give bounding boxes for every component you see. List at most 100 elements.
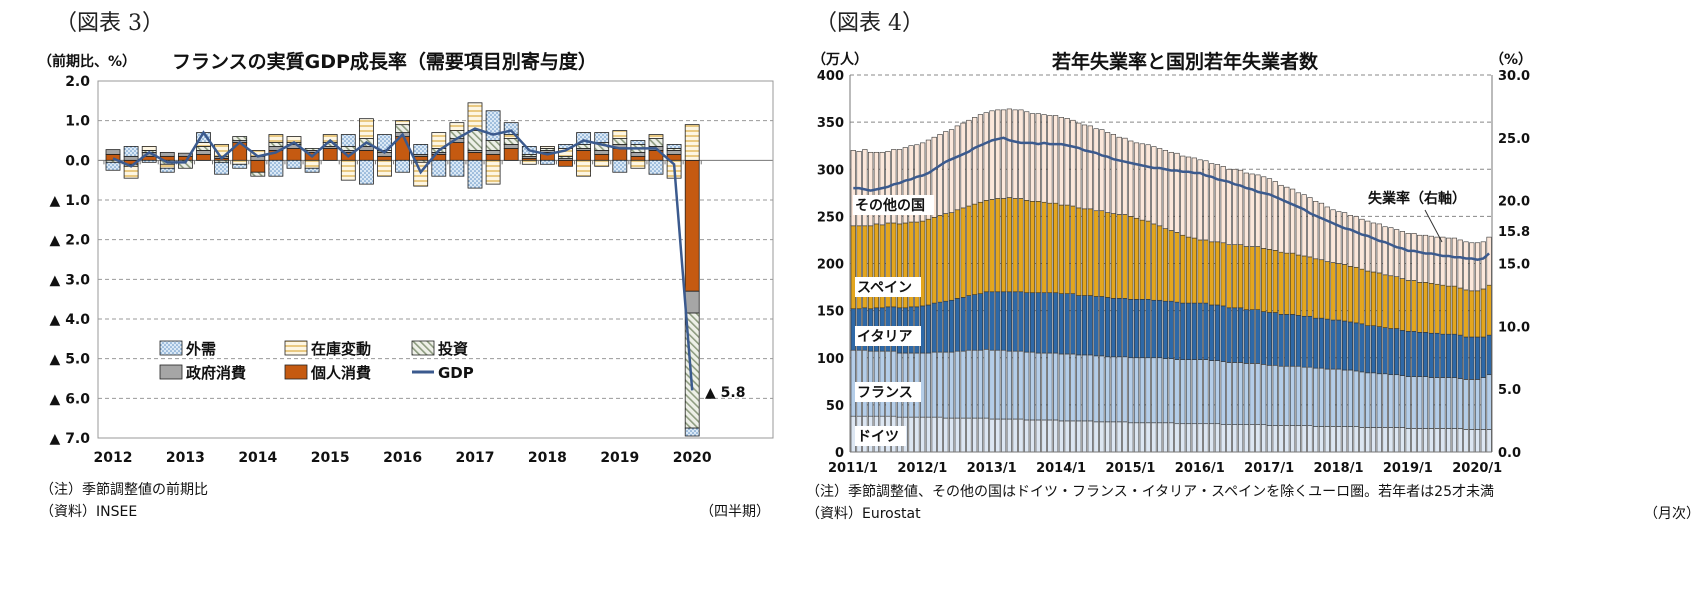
bar-イタリア bbox=[1394, 328, 1400, 376]
bar-ドイツ bbox=[1012, 418, 1018, 453]
bar-外需 bbox=[358, 159, 374, 185]
bar-スペイン bbox=[1064, 204, 1070, 294]
bar-ドイツ bbox=[1249, 424, 1255, 453]
bar-スペイン bbox=[1012, 198, 1018, 293]
bar-フランス bbox=[920, 352, 926, 418]
bar-その他の国 bbox=[1370, 222, 1377, 273]
bar-フランス bbox=[1203, 359, 1209, 425]
bar-イタリア bbox=[1255, 309, 1261, 364]
bar-その他の国 bbox=[1342, 212, 1348, 265]
bar-フランス bbox=[1422, 376, 1429, 429]
bar-在庫変動 bbox=[159, 163, 175, 169]
bar-外需 bbox=[666, 144, 682, 149]
bar-その他の国 bbox=[1145, 144, 1151, 222]
bar-イタリア bbox=[1185, 302, 1192, 360]
bar-イタリア bbox=[989, 291, 995, 351]
bar-イタリア bbox=[1162, 300, 1169, 359]
bar-ドイツ bbox=[1313, 426, 1319, 453]
bar-個人消費 bbox=[177, 155, 193, 161]
bar-個人消費 bbox=[449, 142, 465, 161]
bar-フランス bbox=[1128, 357, 1134, 424]
bar-フランス bbox=[1289, 365, 1296, 426]
bar-個人消費 bbox=[558, 159, 573, 167]
bar-スペイン bbox=[1000, 198, 1007, 293]
bar-スペイン bbox=[1081, 208, 1088, 296]
bar-フランス bbox=[1324, 368, 1330, 427]
bar-その他の国 bbox=[1255, 174, 1261, 247]
bar-ドイツ bbox=[1133, 422, 1140, 453]
bar-フランス bbox=[1249, 363, 1255, 425]
bar-フランス bbox=[1116, 356, 1122, 423]
bar-その他の国 bbox=[1180, 155, 1186, 236]
bar-フランス bbox=[1070, 353, 1076, 422]
bar-その他の国 bbox=[1318, 202, 1325, 261]
bar-フランス bbox=[966, 349, 972, 419]
bar-スペイン bbox=[977, 201, 984, 294]
bar-スペイン bbox=[983, 200, 989, 293]
bar-ドイツ bbox=[1474, 429, 1481, 453]
bar-フランス bbox=[1463, 379, 1469, 430]
bar-ドイツ bbox=[995, 418, 1001, 453]
bar-個人消費 bbox=[485, 153, 501, 161]
bar-個人消費 bbox=[358, 150, 374, 161]
bar-イタリア bbox=[972, 294, 978, 351]
left-y-axis: 2.0 1.0 0.0 ▲ 1.0 ▲ 2.0 ▲ 3.0 ▲ 4.0 ▲ 5.0 ▲ 6.0 ▲… bbox=[50, 74, 91, 447]
bar-その他の国 bbox=[1133, 142, 1140, 219]
bar-イタリア bbox=[977, 293, 984, 351]
legend-swatch-投資 bbox=[411, 340, 435, 356]
bar-スペイン bbox=[1070, 205, 1076, 294]
bar-イタリア bbox=[1087, 295, 1093, 356]
bar-その他の国 bbox=[1006, 108, 1012, 198]
bar-その他の国 bbox=[966, 119, 972, 207]
bar-イタリア bbox=[1024, 292, 1030, 353]
bar-その他の国 bbox=[1399, 231, 1405, 279]
bar-ドイツ bbox=[931, 416, 937, 453]
bar-その他の国 bbox=[1029, 113, 1036, 202]
right-note: （注）季節調整値、その他の国はドイツ・フランス・イタリア・スペインを除くユーロ圏… bbox=[806, 483, 1494, 500]
bar-その他の国 bbox=[1128, 140, 1134, 217]
bar-スペイン bbox=[1370, 271, 1377, 327]
right-y-unit-right: （%） bbox=[1490, 52, 1532, 68]
bar-フランス bbox=[1162, 358, 1169, 424]
bar-イタリア bbox=[1128, 299, 1134, 359]
bar-その他の国 bbox=[1220, 166, 1226, 244]
bar-その他の国 bbox=[1053, 115, 1059, 204]
bar-ドイツ bbox=[1076, 420, 1082, 453]
bar-フランス bbox=[1081, 354, 1088, 422]
bar-イタリア bbox=[931, 302, 937, 353]
bar-ドイツ bbox=[1318, 426, 1325, 453]
bar-その他の国 bbox=[1457, 239, 1463, 289]
bar-フランス bbox=[1232, 362, 1238, 425]
bar-ドイツ bbox=[1307, 425, 1313, 453]
left-note: （注）季節調整値の前期比 bbox=[40, 481, 208, 498]
bar-スペイン bbox=[1232, 244, 1238, 309]
bar-イタリア bbox=[1330, 319, 1336, 370]
bar-ドイツ bbox=[850, 415, 856, 453]
bar-その他の国 bbox=[1110, 134, 1116, 214]
bar-フランス bbox=[1411, 376, 1417, 429]
bar-スペイン bbox=[1243, 246, 1249, 310]
bar-フランス bbox=[1214, 360, 1221, 425]
series-label: スペイン bbox=[857, 280, 912, 296]
bar-在庫変動 bbox=[431, 132, 447, 149]
bar-ドイツ bbox=[1422, 428, 1429, 453]
bar-フランス bbox=[1261, 364, 1267, 425]
bar-スペイン bbox=[1272, 250, 1278, 313]
bar-フランス bbox=[1353, 370, 1359, 427]
bar-スペイン bbox=[1405, 280, 1411, 332]
x-tick-label: 2019/1 bbox=[1383, 461, 1433, 476]
bar-その他の国 bbox=[1076, 122, 1082, 209]
bar-スペイン bbox=[1411, 280, 1417, 332]
bar-スペイン bbox=[1399, 278, 1405, 331]
bar-その他の国 bbox=[1422, 234, 1429, 283]
rate-line-label: 失業率（右軸） bbox=[1368, 190, 1466, 207]
bar-イタリア bbox=[1336, 319, 1342, 370]
right-figure: （図表 4） （万人） 若年失業率と国別若年失業者数 （%） 0 50 100 150… bbox=[806, 11, 1700, 522]
x-tick-label: 2020 bbox=[673, 450, 712, 466]
bar-外需 bbox=[123, 146, 139, 157]
bar-外需 bbox=[105, 161, 121, 171]
bar-スペイン bbox=[1058, 204, 1064, 294]
bar-在庫変動 bbox=[521, 159, 537, 165]
left-chart-title: フランスの実質GDP成長率（需要項目別寄与度） bbox=[172, 50, 597, 73]
bar-フランス bbox=[1480, 377, 1486, 430]
